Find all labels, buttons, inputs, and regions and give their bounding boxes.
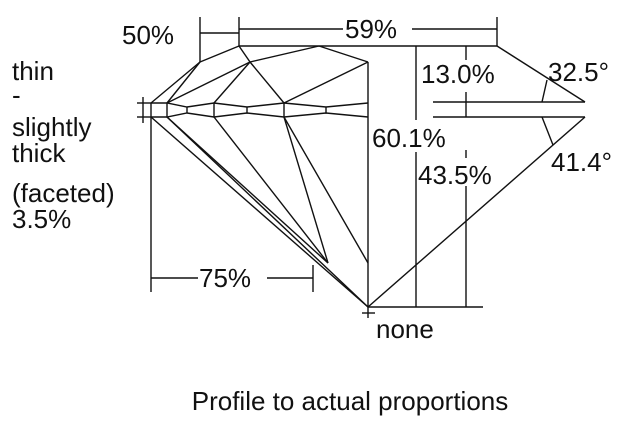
- girdle-label-line: 3.5%: [12, 204, 71, 234]
- table-label: 59%: [345, 14, 397, 44]
- girdle-label-line: -: [12, 80, 21, 110]
- lower-half-label: 75%: [199, 263, 251, 293]
- crown-angle-label: 32.5°: [548, 57, 609, 87]
- pavilion-angle-label: 41.4°: [551, 147, 612, 177]
- culet-label: none: [376, 314, 434, 344]
- diamond-outline: [137, 17, 586, 318]
- total-depth-label: 60.1%: [372, 123, 446, 153]
- girdle-label-line: (faceted): [12, 178, 115, 208]
- girdle-label-line: thick: [12, 138, 66, 168]
- girdle-label-line: slightly: [12, 112, 91, 142]
- caption: Profile to actual proportions: [192, 386, 509, 416]
- pavilion-depth-label: 43.5%: [418, 160, 492, 190]
- crown-height-label: 13.0%: [421, 59, 495, 89]
- crown-ratio-label: 50%: [122, 20, 174, 50]
- girdle-label-line: thin: [12, 56, 54, 86]
